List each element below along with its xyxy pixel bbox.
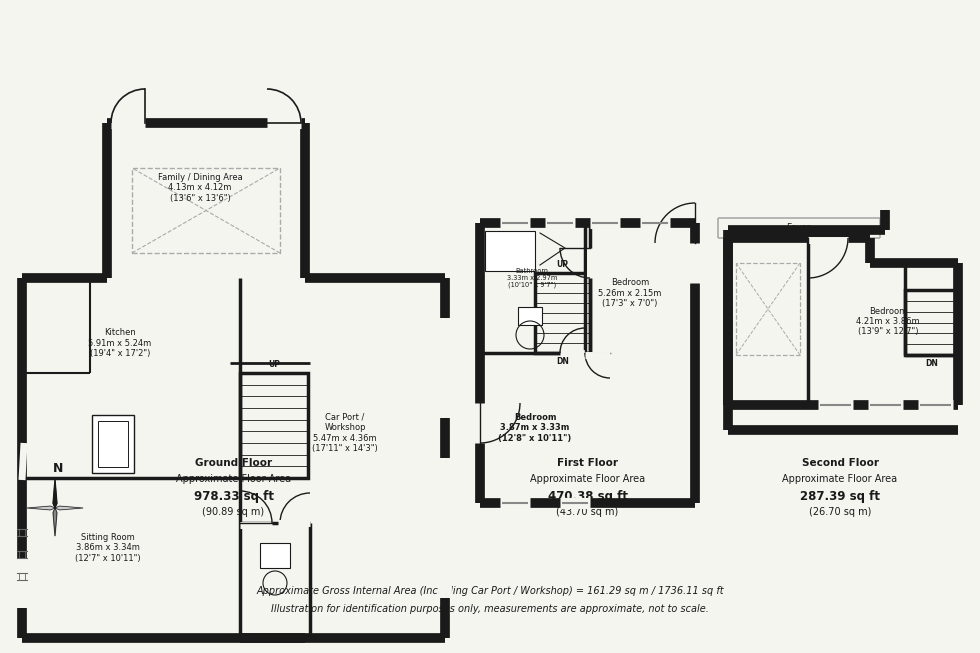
Bar (736, 263, 800, 355)
Text: Bedroom
5.26m x 2.15m
(17'3" x 7'0"): Bedroom 5.26m x 2.15m (17'3" x 7'0") (599, 278, 662, 308)
Text: (43.70 sq m): (43.70 sq m) (557, 507, 618, 517)
Text: DN: DN (925, 359, 938, 368)
Text: Approximate Floor Area: Approximate Floor Area (176, 474, 291, 484)
Text: 978.33 sq ft: 978.33 sq ft (193, 490, 273, 503)
Bar (240, 373, 308, 478)
Bar (905, 290, 958, 355)
Text: (90.89 sq m): (90.89 sq m) (203, 507, 265, 517)
Text: First Floor: First Floor (557, 458, 618, 468)
Text: (26.70 sq m): (26.70 sq m) (808, 507, 871, 517)
Text: Ground Floor: Ground Floor (195, 458, 272, 468)
Text: Second Floor: Second Floor (802, 458, 878, 468)
Text: Illustration for identification purposes only, measurements are approximate, not: Illustration for identification purposes… (271, 604, 709, 614)
Bar (92, 415, 134, 473)
Text: Approximate Floor Area: Approximate Floor Area (530, 474, 645, 484)
Polygon shape (53, 508, 57, 536)
Polygon shape (27, 506, 55, 510)
Text: Family / Dining Area
4.13m x 4.12m
(13'6" x 13'6"): Family / Dining Area 4.13m x 4.12m (13'6… (158, 173, 242, 203)
Text: DN: DN (556, 357, 569, 366)
Text: Car Port /
Workshop
5.47m x 4.36m
(17'11" x 14'3"): Car Port / Workshop 5.47m x 4.36m (17'11… (312, 413, 378, 453)
Text: Approximate Floor Area: Approximate Floor Area (782, 474, 898, 484)
Polygon shape (55, 506, 83, 510)
Text: UP: UP (268, 360, 280, 369)
Text: UP: UP (557, 260, 568, 269)
Text: Approximate Gross Internal Area (Including Car Port / Workshop) = 161.29 sq m / : Approximate Gross Internal Area (Includi… (256, 586, 724, 596)
Bar (485, 231, 535, 271)
Text: Kitchen
5.91m x 5.24m
(19'4" x 17'2"): Kitchen 5.91m x 5.24m (19'4" x 17'2") (88, 328, 152, 358)
Text: 470.38 sq ft: 470.38 sq ft (548, 490, 627, 503)
Text: Bathroom
3.33m x 2.97m
(10'10" x 9'7"): Bathroom 3.33m x 2.97m (10'10" x 9'7") (507, 268, 558, 288)
Text: Sitting Room
3.86m x 3.34m
(12'7" x 10'11"): Sitting Room 3.86m x 3.34m (12'7" x 10'1… (75, 533, 141, 563)
Polygon shape (53, 480, 57, 508)
Text: Eaves: Eaves (787, 223, 811, 232)
Bar (535, 273, 590, 353)
Text: Bedroom
3.87m x 3.33m
(12'8" x 10'11"): Bedroom 3.87m x 3.33m (12'8" x 10'11") (499, 413, 571, 443)
Bar (518, 307, 542, 325)
Text: N: N (53, 462, 63, 475)
Text: 287.39 sq ft: 287.39 sq ft (800, 490, 880, 503)
Bar (132, 168, 280, 253)
Text: Bedroom
4.21m x 3.86m
(13'9" x 12'7"): Bedroom 4.21m x 3.86m (13'9" x 12'7") (857, 307, 920, 336)
Bar (98, 421, 128, 467)
Bar (260, 543, 290, 568)
